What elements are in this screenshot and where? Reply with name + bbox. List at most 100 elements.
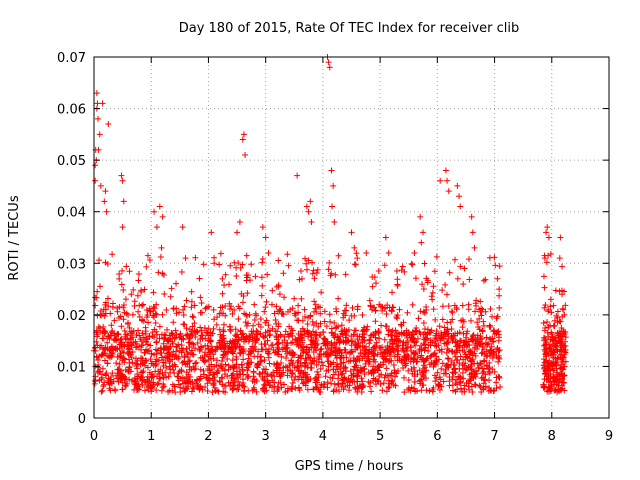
data-point (550, 358, 557, 365)
data-point (310, 328, 317, 335)
data-point (165, 349, 172, 356)
data-point (384, 302, 391, 309)
data-point (422, 344, 429, 351)
data-point (320, 362, 327, 369)
x-tick-label: 6 (433, 429, 441, 444)
data-point (152, 320, 159, 327)
data-point (337, 354, 344, 361)
data-point (280, 381, 287, 388)
data-point (109, 251, 116, 258)
data-point (217, 250, 224, 257)
data-point (541, 304, 548, 311)
data-point (296, 373, 303, 380)
data-point (109, 303, 116, 310)
y-tick-label: 0.02 (57, 309, 86, 324)
data-point (329, 375, 336, 382)
data-point (460, 356, 467, 363)
data-point (329, 342, 336, 349)
data-point (444, 355, 451, 362)
data-point (275, 320, 282, 327)
data-point (220, 310, 227, 317)
data-point (179, 224, 186, 231)
data-point (400, 365, 407, 372)
data-point (404, 334, 411, 341)
data-point (431, 268, 438, 275)
data-point (482, 308, 489, 315)
data-point (493, 330, 500, 337)
data-point (230, 350, 237, 357)
data-point (273, 303, 280, 310)
data-point (454, 338, 461, 345)
data-point (266, 360, 273, 367)
data-point (432, 361, 439, 368)
data-point (487, 305, 494, 312)
data-point (317, 346, 324, 353)
data-point (213, 321, 220, 328)
data-point (455, 343, 462, 350)
data-point (459, 369, 466, 376)
data-point (438, 346, 445, 353)
data-point (449, 382, 456, 389)
data-point (222, 350, 229, 357)
data-point (153, 224, 160, 231)
data-point (148, 373, 155, 380)
data-point (171, 361, 178, 368)
data-point (289, 332, 296, 339)
data-point (204, 387, 211, 394)
data-point (486, 323, 493, 330)
data-point (354, 303, 361, 310)
chart-title: Day 180 of 2015, Rate Of TEC Index for r… (179, 21, 520, 36)
data-point (471, 360, 478, 367)
data-point (219, 357, 226, 364)
data-point (135, 270, 142, 277)
data-point (336, 347, 343, 354)
data-point (346, 350, 353, 357)
data-point (547, 352, 554, 359)
data-point (102, 371, 109, 378)
data-point (321, 308, 328, 315)
data-point (335, 323, 342, 330)
data-point (561, 288, 568, 295)
data-point (157, 254, 164, 261)
data-point (472, 344, 479, 351)
data-point (383, 365, 390, 372)
data-point (205, 345, 212, 352)
data-point (155, 269, 162, 276)
data-point (313, 374, 320, 381)
data-point (247, 350, 254, 357)
data-point (294, 363, 301, 370)
data-point (241, 383, 248, 390)
data-point (383, 356, 390, 363)
data-point (473, 370, 480, 377)
data-point (110, 378, 117, 385)
data-point (466, 276, 473, 283)
data-point (410, 358, 417, 365)
data-point (280, 270, 287, 277)
data-point (370, 363, 377, 370)
data-point (353, 362, 360, 369)
data-point (451, 256, 458, 263)
data-point (452, 353, 459, 360)
data-point (318, 351, 325, 358)
data-point (461, 265, 468, 272)
data-point (445, 335, 452, 342)
data-point (207, 338, 214, 345)
data-point (358, 375, 365, 382)
data-point (289, 360, 296, 367)
data-point (120, 302, 127, 309)
data-point (419, 369, 426, 376)
data-point (274, 360, 281, 367)
data-point (254, 364, 261, 371)
data-point (273, 334, 280, 341)
data-point (153, 338, 160, 345)
data-point (169, 338, 176, 345)
data-point (480, 385, 487, 392)
data-point (436, 374, 443, 381)
y-tick-label: 0.01 (57, 360, 86, 375)
data-point (381, 336, 388, 343)
data-point (235, 316, 242, 323)
data-point (259, 224, 266, 231)
data-point (173, 343, 180, 350)
data-point (188, 366, 195, 373)
data-point (242, 319, 249, 326)
